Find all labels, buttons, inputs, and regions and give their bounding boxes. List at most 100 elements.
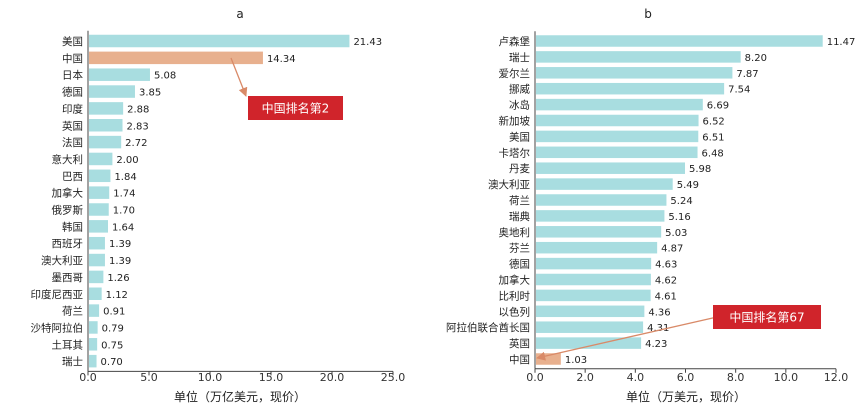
chart2-x-tick-label: 6.0 — [677, 371, 695, 384]
chart1-x-tick-label: 5.0 — [140, 371, 158, 384]
chart2-value-label: 4.31 — [647, 323, 669, 334]
chart1-value-label: 1.39 — [109, 256, 131, 267]
chart2-x-tick-label: 4.0 — [627, 371, 645, 384]
chart1-bar — [89, 354, 97, 368]
chart2-category-label: 卡塔尔 — [499, 146, 531, 159]
chart2-category-label: 丹麦 — [509, 163, 530, 175]
chart1-value-label: 21.43 — [353, 37, 382, 48]
chart2-bar — [536, 210, 665, 222]
chart1-bar — [89, 220, 109, 233]
chart1-bar-highlight — [89, 51, 263, 65]
chart1-bar — [89, 253, 105, 267]
chart1-value-label: 2.88 — [127, 104, 149, 115]
chart2-category-label: 加拿大 — [499, 274, 531, 287]
chart1-bar — [89, 203, 109, 216]
chart2-value-label: 4.62 — [655, 276, 677, 287]
chart1-x-tick-label: 10.0 — [198, 371, 223, 384]
chart1-callout-box — [248, 96, 343, 120]
chart2-category-label: 爱尔兰 — [499, 67, 531, 80]
chart1-callout-text: 中国排名第2 — [262, 101, 330, 116]
chart1-category-label: 沙特阿拉伯 — [31, 321, 84, 334]
chart2-category-label: 美国 — [509, 130, 530, 143]
chart1-category-label: 韩国 — [62, 220, 83, 233]
chart2-bar — [536, 130, 699, 143]
chart1-category-label: 日本 — [62, 69, 83, 82]
chart1-value-label: 1.26 — [107, 273, 129, 284]
chart1-value-label: 1.39 — [109, 239, 131, 250]
chart2-bar — [536, 273, 651, 286]
chart1-category-label: 俄罗斯 — [52, 204, 84, 217]
chart2-value-label: 8.20 — [745, 53, 767, 64]
chart1-category-label: 德国 — [62, 86, 83, 99]
chart1-bar — [89, 119, 123, 132]
chart2-callout-box — [713, 305, 821, 329]
chart1-bar — [89, 135, 122, 149]
chart1-bar — [89, 186, 110, 199]
chart2-category-label: 英国 — [509, 337, 530, 350]
chart2-category-label: 澳大利亚 — [488, 178, 530, 191]
chart1-value-label: 2.72 — [125, 138, 147, 149]
chart1-category-label: 印度 — [62, 102, 83, 115]
chart1-bar — [89, 287, 102, 300]
chart2-value-label: 6.51 — [702, 132, 724, 143]
chart1-bar — [89, 304, 100, 317]
chart2-x-axis-title: 单位（万美元，现价） — [626, 389, 746, 404]
chart2-bar — [536, 98, 703, 111]
chart1-bar — [89, 102, 124, 115]
chart2-category-label: 阿拉伯联合酋长国 — [446, 321, 530, 334]
chart1-x-tick-label: 15.0 — [259, 371, 284, 384]
chart2-x-tick-label: 0.0 — [526, 371, 544, 384]
chart1-value-label: 1.70 — [113, 206, 135, 217]
chart2-bar — [536, 178, 673, 190]
chart1-value-label: 2.83 — [127, 121, 149, 132]
chart1-value-label: 3.85 — [139, 88, 161, 99]
chart1-category-label: 瑞士 — [62, 355, 83, 368]
chart2-x-tick-label: 8.0 — [727, 371, 745, 384]
chart1-category-label: 意大利 — [52, 153, 84, 166]
chart2-bar — [536, 305, 645, 318]
chart2-bar — [536, 194, 667, 206]
chart1-category-label: 加拿大 — [52, 187, 84, 200]
chart1-value-label: 5.08 — [154, 71, 176, 82]
chart2-value-label: 4.87 — [661, 244, 683, 255]
chart2-category-label: 新加坡 — [499, 115, 531, 128]
chart2-value-label: 6.48 — [702, 148, 724, 159]
chart2-value-label: 7.54 — [728, 85, 750, 96]
chart2-bar — [536, 289, 651, 302]
chart2-category-label: 以色列 — [499, 305, 531, 318]
chart1-bar — [89, 236, 105, 250]
chart1-category-label: 土耳其 — [52, 338, 84, 351]
chart2-x-tick-label: 2.0 — [576, 371, 594, 384]
chart2-value-label: 1.03 — [565, 355, 587, 366]
chart2-bar — [536, 162, 685, 174]
chart2-bar — [536, 51, 741, 63]
chart2-x-tick-label: 10.0 — [774, 371, 799, 384]
chart1-value-label: 14.34 — [267, 54, 296, 65]
chart1-category-label: 墨西哥 — [52, 272, 84, 284]
chart2-value-label: 4.36 — [648, 307, 670, 318]
chart2-panel-label: b — [644, 7, 652, 21]
chart2-bar — [536, 321, 644, 333]
chart2-category-label: 冰岛 — [509, 99, 530, 112]
chart2-category-label: 奥地利 — [499, 226, 531, 239]
chart2-bar — [536, 241, 658, 254]
chart2-x-tick-label: 12.0 — [824, 371, 849, 384]
chart1-bar — [89, 270, 104, 284]
chart1-bar — [89, 152, 113, 166]
chart2-bar — [536, 226, 662, 238]
chart1-category-label: 澳大利亚 — [41, 254, 83, 267]
chart1-value-label: 1.64 — [112, 222, 134, 233]
chart2-value-label: 6.52 — [703, 117, 725, 128]
chart2-category-label: 瑞士 — [509, 51, 530, 64]
chart1-category-label: 中国 — [62, 52, 83, 65]
chart1-bar — [89, 34, 350, 48]
chart1-x-tick-label: 0.0 — [79, 371, 97, 384]
chart1-category-label: 英国 — [62, 119, 83, 132]
chart1-category-label: 巴西 — [62, 171, 83, 183]
chart2-callout-arrow — [536, 316, 718, 361]
chart1-category-label: 荷兰 — [62, 305, 83, 318]
chart2-category-label: 荷兰 — [509, 194, 530, 207]
chart1-value-label: 0.70 — [101, 357, 123, 368]
chart1-bar — [89, 85, 135, 98]
chart1-value-label: 0.79 — [102, 323, 124, 334]
